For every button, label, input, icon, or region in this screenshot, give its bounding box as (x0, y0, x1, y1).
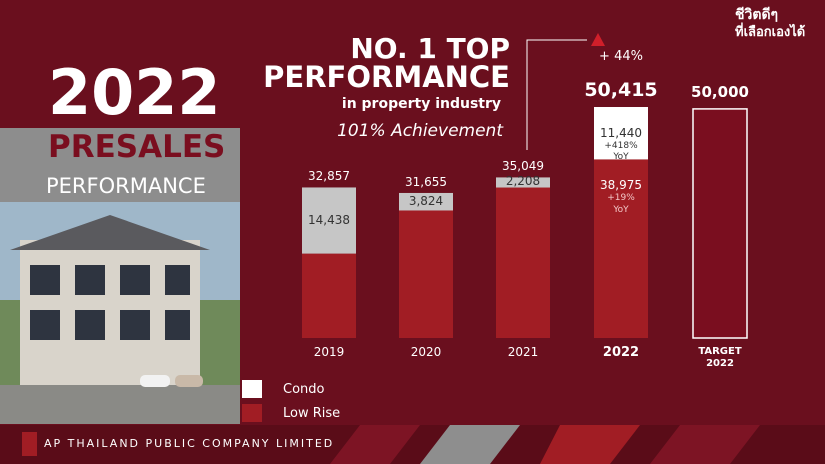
x-tick-label: 2020 (410, 345, 442, 359)
bar-segment (399, 192, 453, 211)
bar-segment (399, 210, 453, 338)
yoy-note: +418% YoY (604, 141, 638, 163)
total-label: 31,655 (405, 174, 447, 189)
x-tick-label: 2019 (313, 345, 345, 359)
total-label: 35,049 (502, 159, 544, 174)
legend-swatch (242, 404, 262, 422)
footer-band (0, 425, 825, 464)
year-title: 2022 (48, 56, 221, 129)
bar-segment (496, 187, 550, 338)
headline: PERFORMANCE (263, 60, 510, 94)
target-label: 50,000 (691, 82, 749, 101)
x-tick-label: 2022 (602, 345, 640, 360)
value-label: 38,975 (600, 178, 642, 193)
house-photo (0, 202, 240, 424)
growth-arrow (591, 33, 605, 46)
total-label: 32,857 (308, 169, 350, 184)
value-label: 2,208 (505, 174, 541, 189)
total-label: 50,415 (584, 79, 658, 101)
legend-swatch (242, 380, 262, 398)
presales-subtitle: PERFORMANCE (46, 174, 206, 198)
bar-segment (594, 159, 648, 338)
bar-segment (302, 253, 356, 338)
headline: NO. 1 TOP (350, 32, 510, 65)
target-bar (692, 108, 748, 339)
headline-sub: in property industry (341, 96, 501, 112)
logo-text: ที่เลือกเองได้ (735, 25, 806, 40)
value-label: 11,440 (600, 126, 642, 140)
achievement: 101% Achievement (337, 121, 503, 141)
bar-segment (302, 187, 356, 254)
value-label: 14,438 (308, 212, 350, 227)
title-band (0, 128, 240, 202)
x-tick-label: 2021 (507, 345, 539, 359)
company-name: AP THAILAND PUBLIC COMPANY LIMITED (44, 437, 335, 450)
legend-label: Low Rise (283, 406, 341, 421)
x-tick-label: TARGET 2022 (698, 346, 742, 369)
yoy-note: +19% YoY (607, 193, 635, 215)
legend-label: Condo (283, 382, 325, 397)
growth-label: + 44% (599, 49, 643, 64)
presales-title: PRESALES (48, 129, 226, 165)
bar-segment (594, 107, 648, 160)
logo-text: ชีวิตดีๆ (735, 7, 779, 23)
connector-line (526, 39, 587, 150)
bar-segment (496, 177, 550, 188)
value-label: 3,824 (408, 193, 444, 208)
